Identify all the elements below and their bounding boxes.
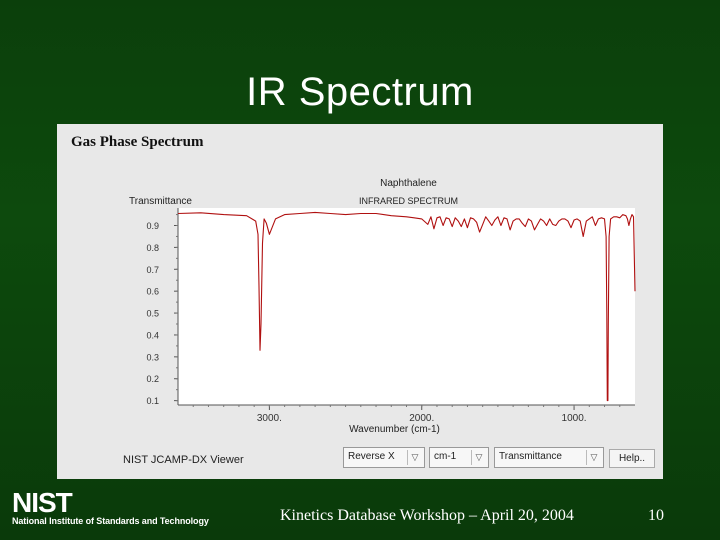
help-button[interactable]: Help.. xyxy=(609,449,655,468)
x-tick-label: 3000. xyxy=(257,413,282,424)
y-tick-label: 0.4 xyxy=(146,330,159,340)
y-tick-label: 0.7 xyxy=(146,265,159,275)
reverse-x-select[interactable]: Reverse X ▽ xyxy=(343,447,425,468)
y-tick-label: 0.6 xyxy=(146,287,159,297)
viewer-app-label: NIST JCAMP-DX Viewer xyxy=(123,454,244,466)
footer-text: Kinetics Database Workshop – April 20, 2… xyxy=(280,507,574,524)
units-select[interactable]: cm-1 ▽ xyxy=(429,447,489,468)
y-tick-label: 0.9 xyxy=(146,221,159,231)
spectrum-plot: Naphthalene INFRARED SPECTRUM Transmittanc… xyxy=(129,178,636,435)
chevron-down-icon: ▽ xyxy=(586,450,601,465)
spectrum-viewer: Gas Phase Spectrum Naphthalene INFRARED S… xyxy=(57,124,663,479)
spectrum-type-label: INFRARED SPECTRUM xyxy=(359,196,458,206)
x-tick-label: 1000. xyxy=(562,413,587,424)
y-axis-label: Transmittance xyxy=(129,196,192,207)
y-tick-label: 0.3 xyxy=(146,352,159,362)
page-number: 10 xyxy=(648,507,664,524)
viewer-title: Gas Phase Spectrum xyxy=(71,134,204,150)
x-tick-label: 2000. xyxy=(409,413,434,424)
chevron-down-icon: ▽ xyxy=(407,450,422,465)
y-tick-label: 0.5 xyxy=(146,309,159,319)
chevron-down-icon: ▽ xyxy=(471,450,486,465)
units-value: cm-1 xyxy=(434,451,457,462)
nist-logo-text: NIST xyxy=(12,488,73,514)
x-axis-label: Wavenumber (cm-1) xyxy=(349,424,440,435)
mode-select[interactable]: Transmittance ▽ xyxy=(494,447,604,468)
compound-name: Naphthalene xyxy=(380,178,437,189)
slide-title: IR Spectrum xyxy=(246,70,474,114)
mode-value: Transmittance xyxy=(499,451,562,462)
reverse-x-value: Reverse X xyxy=(348,451,395,462)
y-tick-label: 0.1 xyxy=(146,396,159,406)
organization-name: National Institute of Standards and Tech… xyxy=(12,516,209,526)
plot-area xyxy=(178,208,635,405)
y-tick-label: 0.2 xyxy=(146,374,159,384)
nist-logo: NIST xyxy=(12,488,74,514)
y-tick-label: 0.8 xyxy=(146,243,159,253)
spectrum-line xyxy=(177,211,636,402)
